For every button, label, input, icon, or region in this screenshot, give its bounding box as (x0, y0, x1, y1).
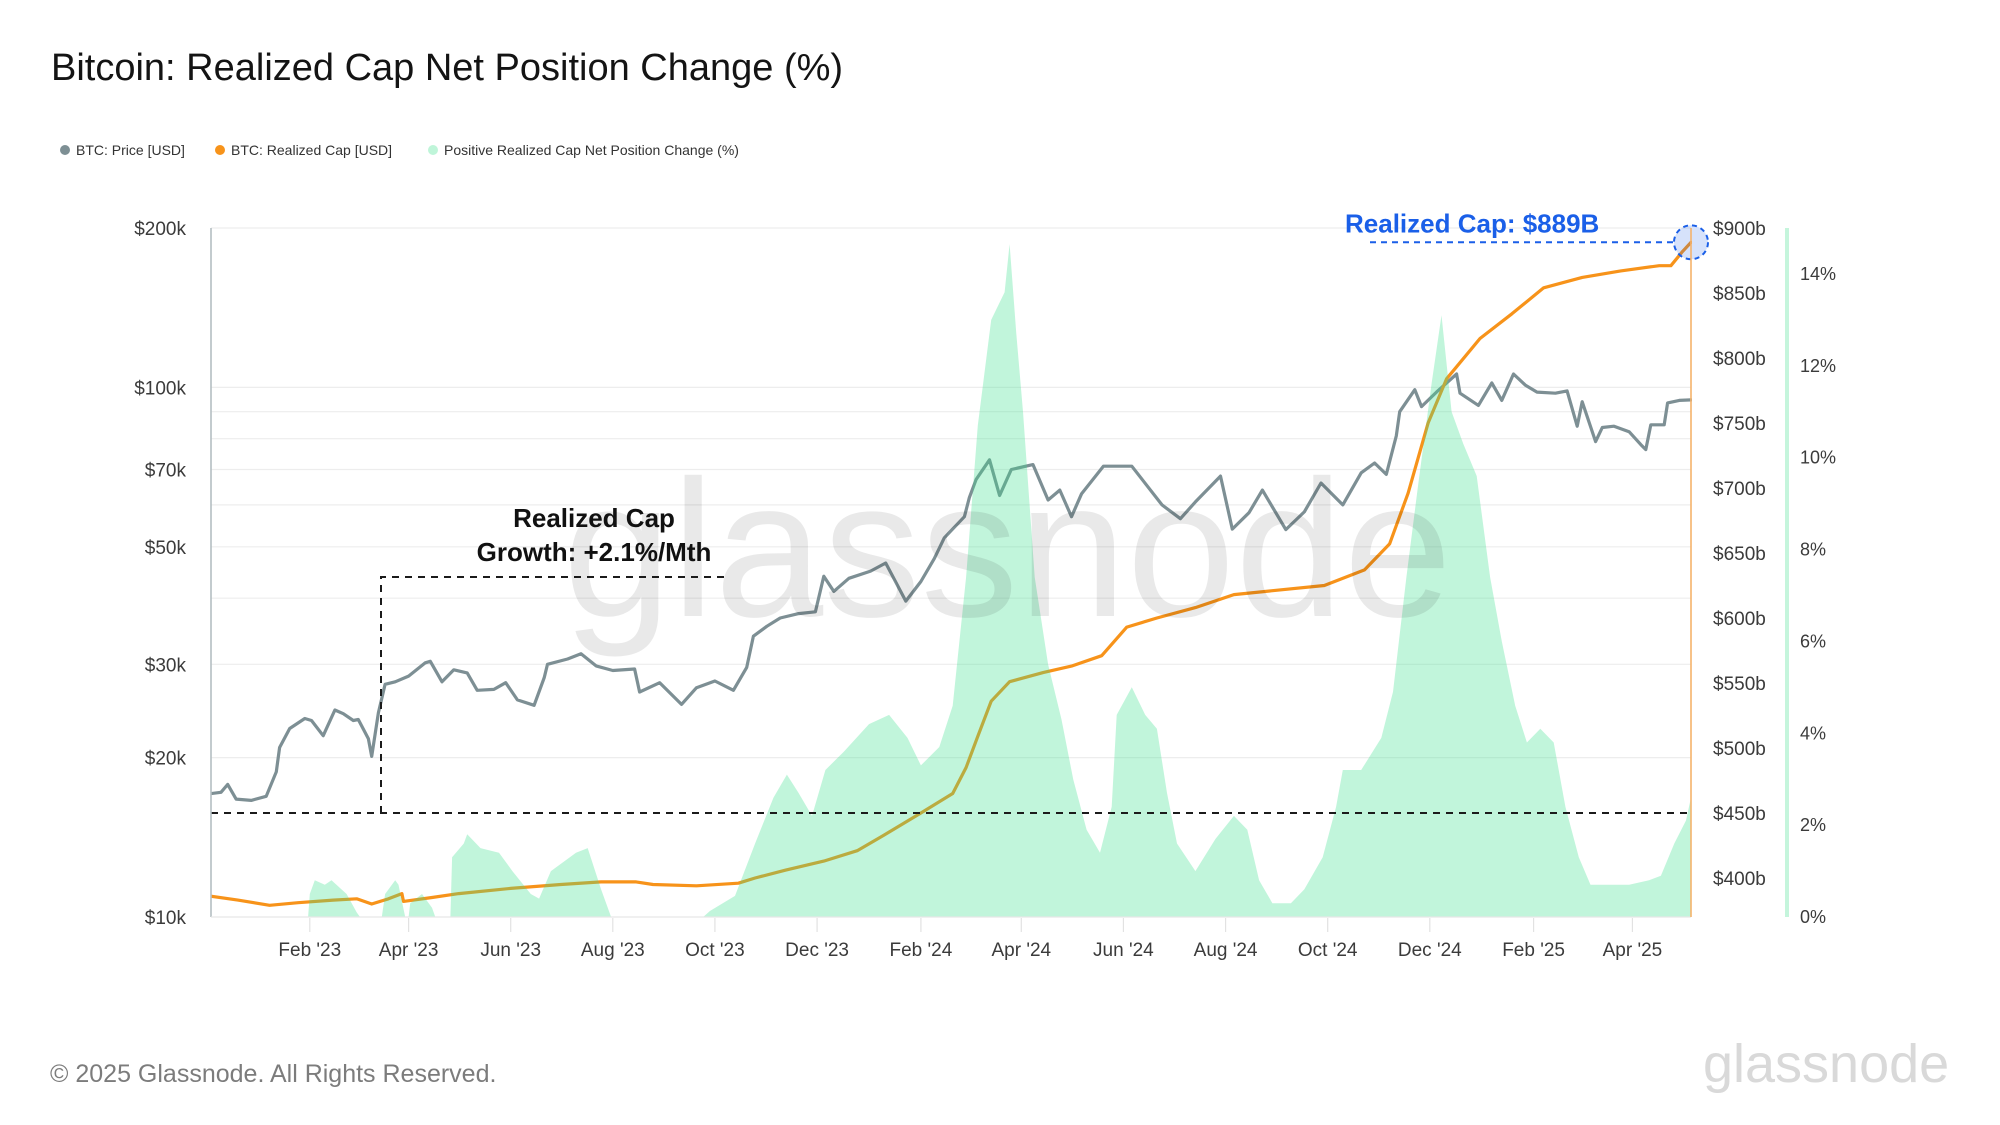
realized-cap-tick-label: $550b (1713, 674, 1766, 695)
realized-cap-tick-label: $850b (1713, 284, 1766, 305)
x-tick-label: Jun '23 (480, 940, 541, 961)
percent-tick-label: 8% (1800, 540, 1826, 560)
x-tick-label: Oct '23 (685, 940, 745, 961)
x-tick-label: Feb '23 (278, 940, 341, 961)
chart-title: Bitcoin: Realized Cap Net Position Chang… (51, 47, 844, 89)
realized-cap-tick-label: $750b (1713, 414, 1766, 435)
x-tick-label: Aug '24 (1194, 940, 1258, 961)
realized-cap-annotation: Realized Cap: $889B (1345, 208, 1709, 261)
x-tick-label: Jun '24 (1093, 940, 1154, 961)
realized-cap-tick-label: $700b (1713, 479, 1766, 500)
percent-tick-label: 14% (1800, 264, 1836, 284)
realized-cap-tick-label: $900b (1713, 219, 1766, 240)
growth-label-line2: Growth: +2.1%/Mth (477, 537, 712, 567)
price-tick-label: $100k (134, 378, 186, 399)
realized-cap-tick-label: $450b (1713, 804, 1766, 825)
net-position-change-area (211, 244, 1691, 918)
realized-cap-line (211, 240, 1692, 907)
legend-label-net-position-change: Positive Realized Cap Net Position Chang… (444, 142, 739, 158)
realized-cap-tick-label: $650b (1713, 544, 1766, 565)
price-tick-label: $30k (145, 655, 187, 676)
percent-tick-label: 2% (1800, 815, 1826, 835)
legend-item-realized-cap[interactable]: BTC: Realized Cap [USD] (215, 142, 392, 158)
percent-tick-label: 4% (1800, 723, 1826, 743)
x-tick-label: Dec '24 (1398, 940, 1462, 961)
price-line (211, 372, 1692, 802)
series-lines (211, 240, 1692, 907)
growth-bracket (380, 576, 725, 813)
x-tick-label: Aug '23 (581, 940, 645, 961)
legend-dot-net-position-change-icon (428, 145, 438, 155)
legend-label-price: BTC: Price [USD] (76, 142, 185, 158)
realized-cap-tick-label: $500b (1713, 739, 1766, 760)
x-tick-label: Feb '24 (890, 940, 953, 961)
x-tick-label: Feb '25 (1502, 940, 1565, 961)
axes (210, 228, 1789, 932)
price-tick-label: $50k (145, 538, 187, 559)
percent-tick-label: 10% (1800, 448, 1836, 468)
percent-tick-label: 0% (1800, 907, 1826, 927)
price-tick-label: $10k (145, 908, 187, 929)
copyright-footer: © 2025 Glassnode. All Rights Reserved. (50, 1060, 497, 1088)
realized-cap-tick-label: $800b (1713, 349, 1766, 370)
realized-cap-tick-label: $600b (1713, 609, 1766, 630)
legend-dot-price-icon (60, 145, 70, 155)
x-tick-label: Apr '25 (1603, 940, 1663, 961)
x-tick-label: Apr '24 (991, 940, 1051, 961)
gridlines (211, 227, 1691, 759)
legend-item-net-position-change[interactable]: Positive Realized Cap Net Position Chang… (428, 142, 739, 158)
legend-item-price[interactable]: BTC: Price [USD] (60, 142, 185, 158)
realized-cap-tick-label: $400b (1713, 869, 1766, 890)
axis-labels: $200k $100k $70k $50k $30k $20k $10k $900b $850b… (134, 219, 1836, 961)
price-tick-label: $20k (145, 749, 187, 770)
percent-tick-label: 6% (1800, 631, 1826, 651)
growth-label-line1: Realized Cap (513, 503, 675, 533)
growth-annotation: Realized Cap Growth: +2.1%/Mth (380, 503, 725, 813)
glassnode-logo: glassnode (1703, 1034, 1950, 1094)
percent-tick-label: 12% (1800, 356, 1836, 376)
x-tick-label: Apr '23 (379, 940, 439, 961)
legend-dot-realized-cap-icon (215, 145, 225, 155)
series-area (211, 244, 1691, 918)
x-tick-label: Dec '23 (785, 940, 849, 961)
legend-label-realized-cap: BTC: Realized Cap [USD] (231, 142, 393, 158)
price-tick-label: $70k (145, 461, 187, 482)
x-tick-label: Oct '24 (1298, 940, 1358, 961)
realized-cap-label: Realized Cap: $889B (1345, 208, 1599, 238)
glassnode-watermark: glassnode (563, 440, 1452, 658)
price-tick-label: $200k (134, 219, 186, 240)
